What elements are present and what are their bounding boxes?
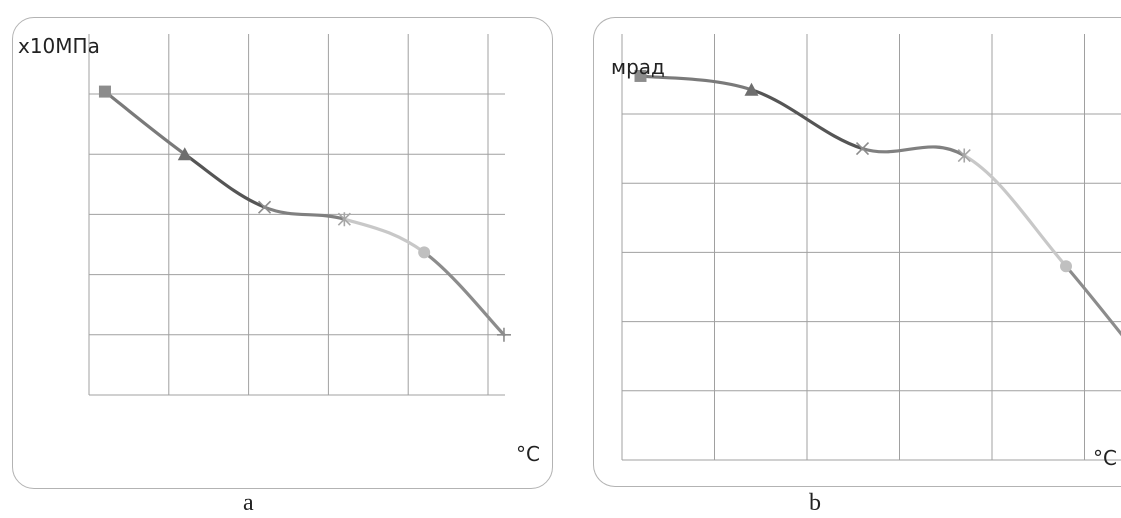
chart-a-marker-star	[337, 212, 351, 227]
caption-a: a	[243, 490, 254, 516]
chart-a-plot	[88, 34, 511, 396]
chart-b-line-segment	[962, 153, 1068, 268]
chart-a-marker-square	[98, 85, 111, 98]
chart-a-marker-triangle	[177, 147, 192, 161]
chart-b-xlabel: °C	[1093, 446, 1117, 470]
chart-a-grid	[88, 34, 505, 396]
chart-panel-b: мрад °C	[593, 17, 1121, 487]
chart-b-line-segment	[638, 74, 754, 92]
chart-a-line-segment	[103, 89, 187, 156]
chart-b-grid	[621, 34, 1121, 461]
chart-a-marker-x	[257, 200, 272, 214]
chart-b-line-segment	[1064, 264, 1121, 337]
chart-b-marker-x	[855, 142, 870, 156]
chart-b-plot	[621, 34, 1121, 461]
chart-panel-a: x10МПа °C	[12, 17, 553, 489]
chart-b-line-segment	[749, 88, 865, 151]
caption-b: b	[809, 490, 821, 516]
chart-a-xlabel: °C	[516, 442, 540, 466]
chart-a-line-segment	[183, 152, 267, 209]
chart-b-marker-triangle	[744, 82, 759, 96]
chart-a-marker-circle	[418, 246, 431, 259]
chart-a-line-segment	[342, 217, 426, 254]
chart-a-line-segment	[422, 250, 506, 337]
chart-a-ylabel: x10МПа	[18, 34, 100, 58]
chart-a-line-segment	[262, 205, 346, 221]
chart-b-line-segment	[860, 145, 966, 158]
chart-b-marker-square	[634, 69, 647, 82]
chart-b-marker-star	[957, 148, 971, 163]
chart-a-marker-plus	[496, 327, 511, 342]
chart-b-marker-circle	[1060, 260, 1072, 273]
chart-b-ylabel: мрад	[611, 55, 665, 79]
